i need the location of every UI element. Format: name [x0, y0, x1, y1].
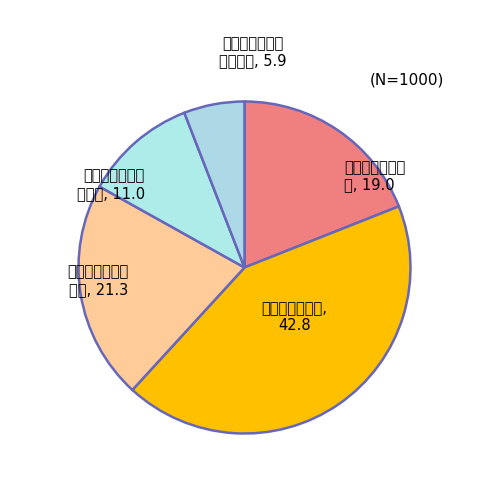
Wedge shape — [132, 206, 409, 434]
Text: どちらともいえ
ない, 21.3: どちらともいえ ない, 21.3 — [67, 264, 128, 297]
Text: まったく当ては
まらない, 5.9: まったく当ては まらない, 5.9 — [219, 36, 286, 68]
Wedge shape — [244, 102, 398, 268]
Text: まあ当てはまる,
42.8: まあ当てはまる, 42.8 — [261, 301, 326, 334]
Wedge shape — [100, 113, 244, 268]
Text: あまり当てはま
らない, 11.0: あまり当てはま らない, 11.0 — [77, 168, 144, 200]
Text: (N=1000): (N=1000) — [368, 72, 443, 88]
Wedge shape — [184, 102, 244, 268]
Text: とても当てはま
る, 19.0: とても当てはま る, 19.0 — [344, 160, 405, 192]
Wedge shape — [79, 186, 244, 390]
